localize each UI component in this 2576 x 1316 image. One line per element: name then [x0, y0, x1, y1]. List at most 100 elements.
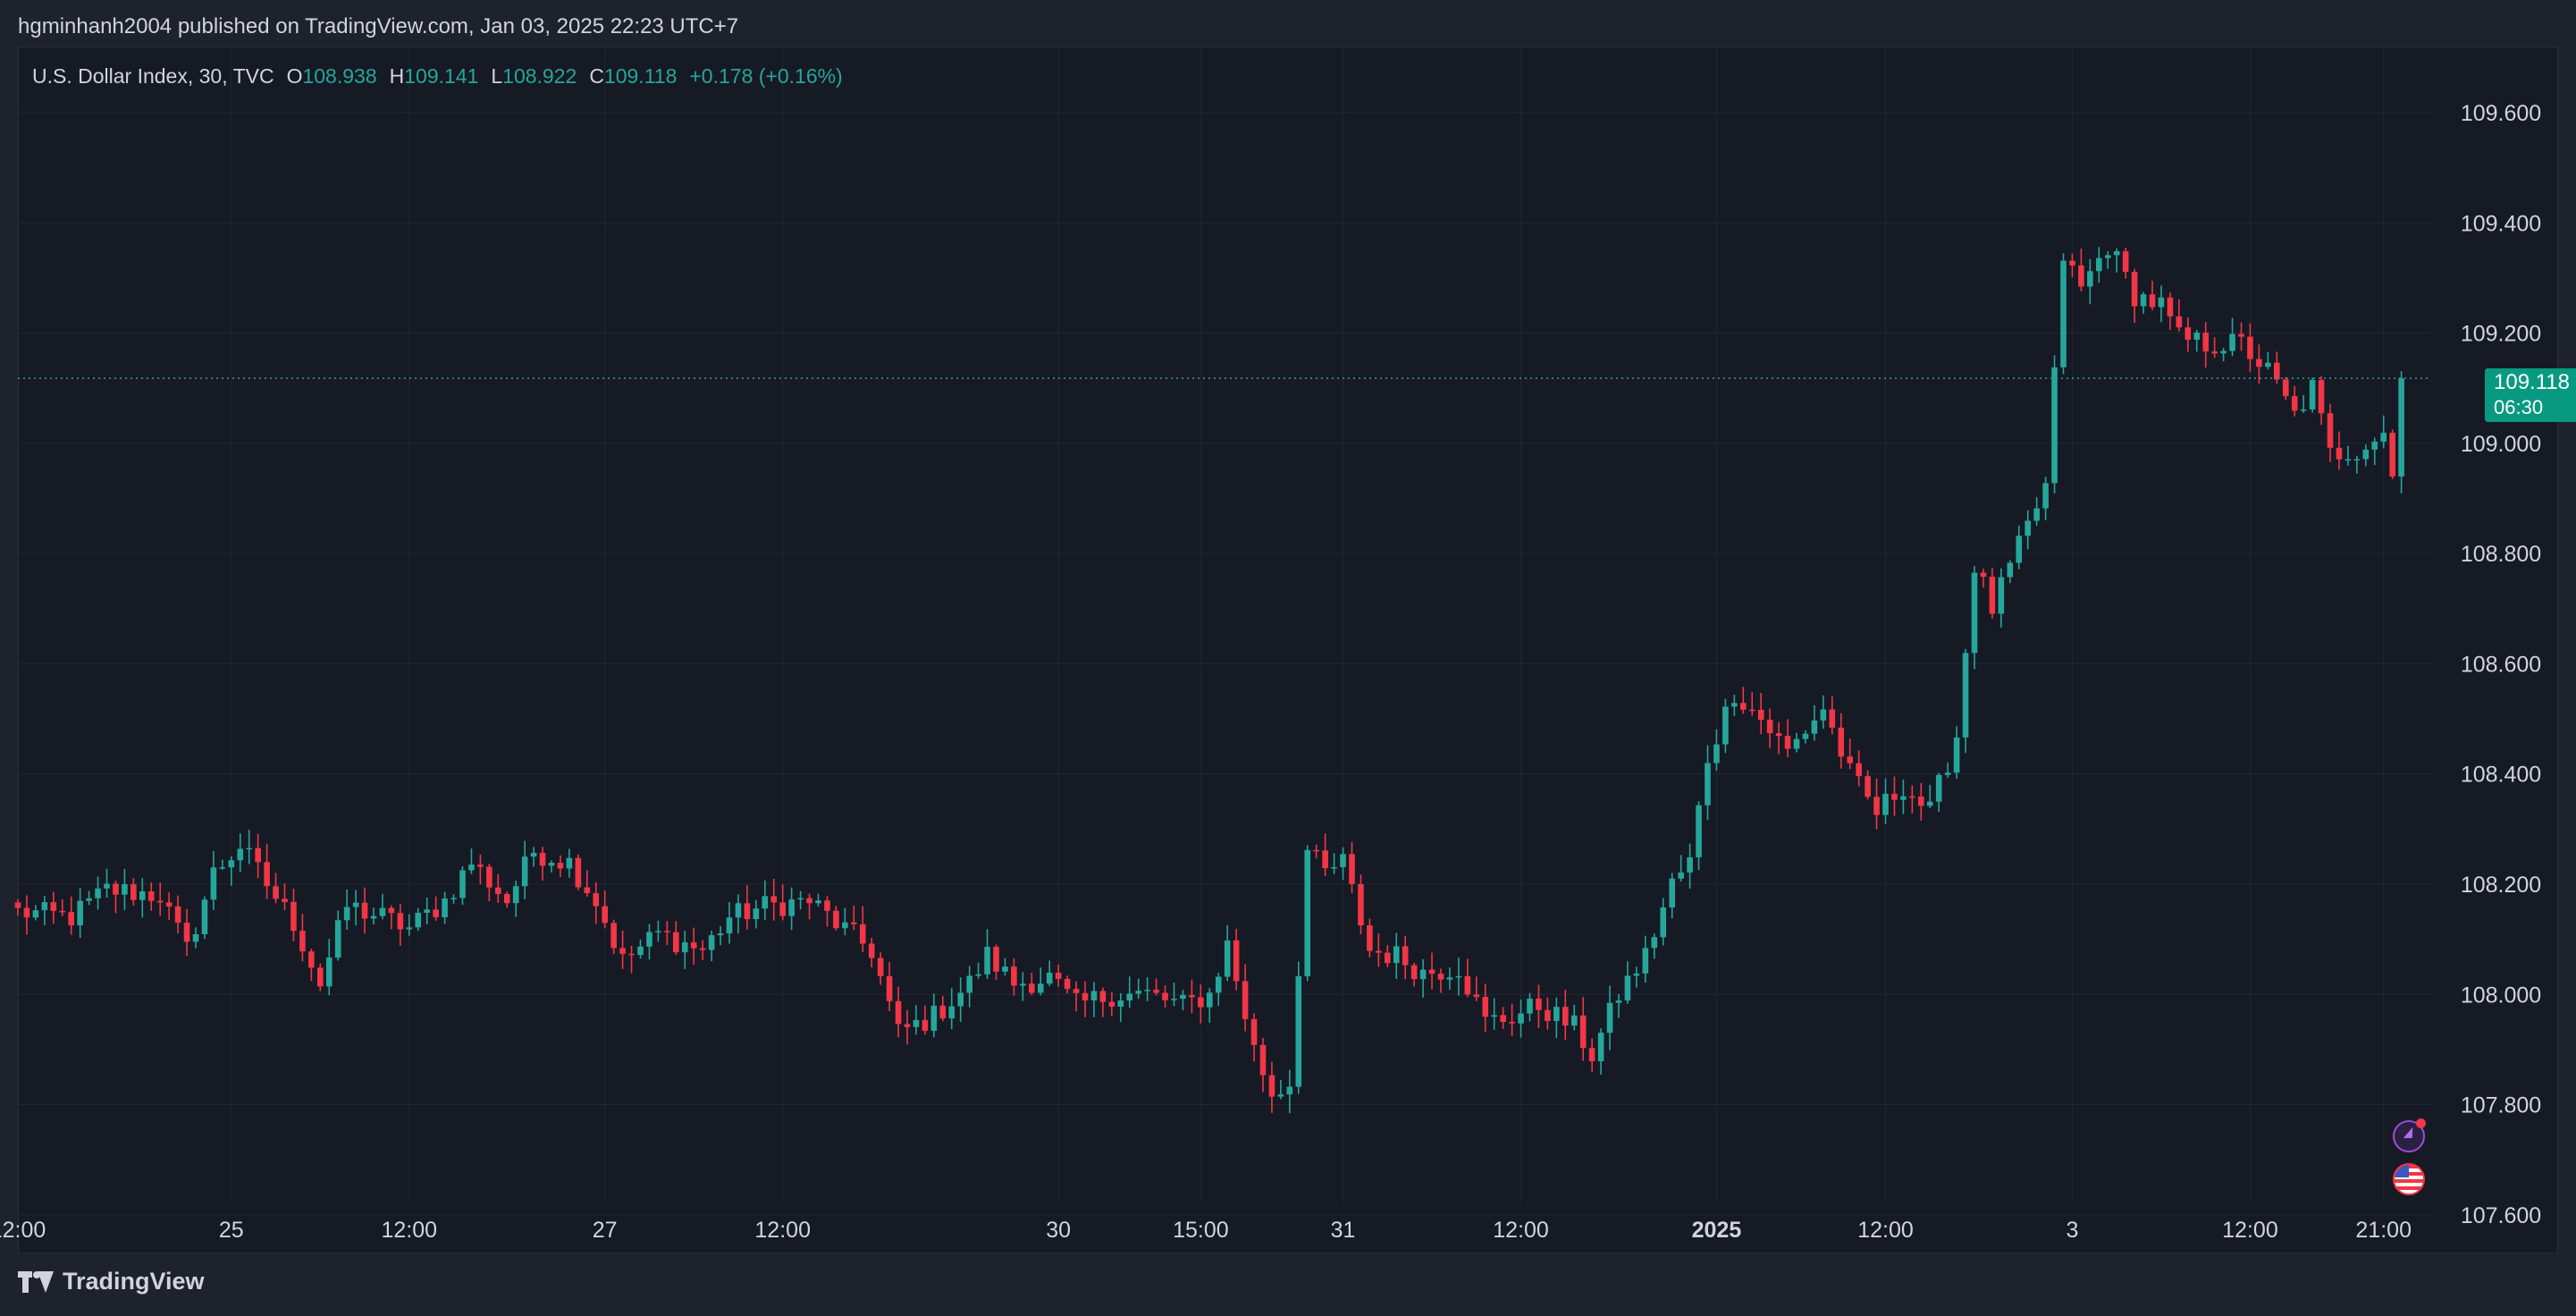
candle-body [104, 883, 110, 889]
candle-body [690, 942, 697, 949]
candle-body [512, 886, 519, 904]
legend-high-value: 109.141 [404, 64, 479, 88]
candle-body [1242, 981, 1249, 1019]
candle-body [708, 935, 715, 950]
chart-frame[interactable] [18, 46, 2558, 1253]
candle-body [41, 902, 48, 911]
candle-body [334, 920, 341, 958]
x-tick-label: 12:00 [0, 1218, 46, 1243]
candle-body [948, 1006, 955, 1019]
candle-body [2202, 333, 2209, 352]
candle-body [1233, 940, 1240, 982]
candle-body [1055, 973, 1062, 980]
candle-body [1660, 907, 1667, 938]
candle-body [975, 974, 981, 976]
candle-body [1410, 965, 1418, 980]
candle-body [370, 915, 377, 919]
candle-body [2025, 520, 2031, 536]
candle-body [95, 888, 101, 898]
top-bar: hgminhanh2004 published on TradingView.c… [0, 0, 2576, 46]
candle-body [1331, 866, 1337, 869]
candle-body [521, 856, 528, 887]
candle-body [1349, 854, 1355, 884]
candle-body [1935, 774, 1942, 802]
candle-body [664, 931, 670, 932]
candle-body [842, 922, 848, 929]
us-flag-icon[interactable] [2393, 1163, 2425, 1195]
tradingview-brand[interactable]: TradingView [18, 1268, 205, 1295]
candle-body [699, 948, 706, 950]
candle-body [122, 884, 128, 895]
candle-body [2362, 449, 2370, 460]
candle-body [833, 910, 839, 929]
candle-body [415, 912, 422, 928]
candle-body [1509, 1022, 1515, 1024]
candle-body [201, 899, 208, 934]
x-tick-label: 30 [1046, 1218, 1071, 1243]
legend-open-label: O [286, 64, 303, 88]
candle-body [1189, 995, 1195, 998]
candle-body [130, 884, 137, 900]
candle-body [1962, 653, 1969, 738]
candle-body [1998, 577, 2005, 614]
candle-body [2113, 251, 2120, 256]
candle-body [1606, 1002, 1613, 1033]
candle-body [1597, 1033, 1604, 1062]
candle-body [1037, 983, 1044, 993]
candle-body [1980, 572, 1987, 578]
candle-body [2211, 351, 2218, 354]
candle-body [806, 898, 812, 904]
candle-body [317, 967, 324, 987]
candle-body [503, 893, 510, 904]
candle-body [2193, 333, 2201, 341]
candle-body [1722, 706, 1729, 745]
candle-body [2078, 265, 2084, 287]
candle-body [1020, 983, 1026, 986]
notification-dot-icon [2416, 1118, 2426, 1128]
candle-body [726, 917, 733, 934]
candle-body [2380, 433, 2387, 442]
candle-body [1117, 1000, 1124, 1007]
candlestick-chart[interactable]: 109.600 109.400 109.200 109.000 108.800 108.6… [0, 0, 2576, 1253]
last-price-value: 109.118 [2494, 370, 2570, 394]
candle-body [1402, 946, 1409, 966]
candle-body [352, 902, 359, 907]
candle-body [593, 893, 600, 907]
candle-body [1713, 744, 1720, 763]
y-tick-label: 108.600 [2461, 652, 2541, 677]
candle-body [1029, 983, 1035, 993]
legend-low-value: 108.922 [502, 64, 577, 88]
candle-body [655, 931, 661, 932]
footer [0, 1253, 2576, 1316]
candle-body [1740, 703, 1747, 710]
x-tick-label: 27 [593, 1218, 618, 1243]
candle-body [361, 902, 368, 919]
candle-body [1838, 727, 1845, 757]
candle-body [1064, 979, 1071, 990]
candle-body [2131, 272, 2138, 307]
x-tick-label: 12:00 [382, 1218, 438, 1243]
candle-body [1545, 1009, 1551, 1021]
legend-open-value: 108.938 [302, 64, 377, 88]
x-tick-label: 12:00 [1857, 1218, 1914, 1243]
candle-body [1891, 793, 1898, 800]
candle-body [1002, 966, 1008, 972]
candle-body [174, 906, 181, 924]
candle-body [548, 863, 555, 866]
candle-body [1579, 1015, 1587, 1049]
x-tick-label: 15:00 [1173, 1218, 1229, 1243]
candle-body [2220, 350, 2227, 354]
candle-body [1757, 709, 1764, 721]
candle-body [1376, 950, 1382, 953]
candle-body [379, 907, 386, 916]
candle-body [290, 901, 297, 932]
brand-name: TradingView [63, 1268, 205, 1295]
candle-body [1811, 720, 1818, 734]
candle-body [299, 931, 306, 952]
candle-body [14, 902, 21, 908]
candle-body [264, 862, 270, 887]
candle-body [1624, 975, 1631, 1001]
candle-body [1527, 998, 1533, 1014]
candle-body [610, 923, 617, 949]
candle-body [1873, 797, 1880, 815]
